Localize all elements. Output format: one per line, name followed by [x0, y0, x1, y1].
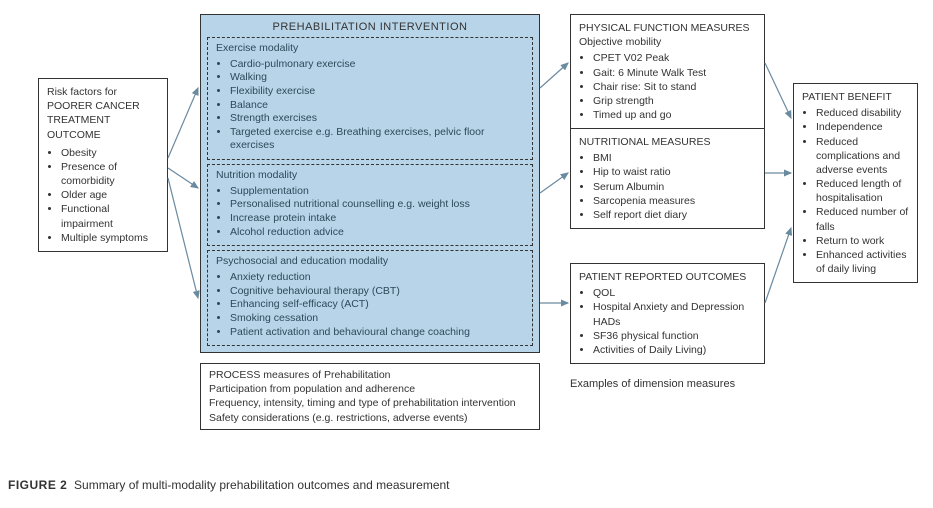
list-item: Older age — [61, 188, 159, 202]
list-item: Hospital Anxiety and Depression HADs — [593, 300, 756, 328]
benefit-title: PATIENT BENEFIT — [802, 90, 909, 104]
risk-list: Obesity Presence of comorbidity Older ag… — [47, 146, 159, 245]
list-item: Presence of comorbidity — [61, 160, 159, 188]
figure-number: FIGURE 2 — [8, 478, 67, 492]
list-item: Flexibility exercise — [230, 85, 524, 99]
list-item: SF36 physical function — [593, 329, 756, 343]
dimension-label: Examples of dimension measures — [570, 378, 735, 390]
list-item: BMI — [593, 151, 756, 165]
list-item: Reduced length of hospitalisation — [816, 177, 909, 205]
list-item: Cardio-pulmonary exercise — [230, 58, 524, 72]
list-item: Alcohol reduction advice — [230, 226, 524, 240]
list-item: Gait: 6 Minute Walk Test — [593, 66, 756, 80]
process-line: Participation from population and adhere… — [209, 382, 531, 396]
list-item: Supplementation — [230, 185, 524, 199]
list-item: Enhancing self-efficacy (ACT) — [230, 298, 524, 312]
process-title: PROCESS measures of Prehabilitation — [209, 368, 531, 382]
list-item: Balance — [230, 99, 524, 113]
nutrition-title: Nutrition modality — [216, 169, 524, 183]
pro-title: PATIENT REPORTED OUTCOMES — [579, 270, 756, 284]
list-item: Functional impairment — [61, 202, 159, 230]
list-item: Obesity — [61, 146, 159, 160]
process-line: Frequency, intensity, timing and type of… — [209, 396, 531, 410]
risk-factors-box: Risk factors for POORER CANCER TREATMENT… — [38, 78, 168, 252]
list-item: Targeted exercise e.g. Breathing exercis… — [230, 126, 524, 153]
figure-caption: FIGURE 2 Summary of multi-modality preha… — [8, 478, 925, 492]
nutritional-title: NUTRITIONAL MEASURES — [579, 135, 756, 149]
figure-text: Summary of multi-modality prehabilitatio… — [74, 478, 450, 492]
list-item: Timed up and go — [593, 108, 756, 122]
list-item: Cognitive behavioural therapy (CBT) — [230, 285, 524, 299]
list-item: Reduced complications and adverse events — [816, 135, 909, 178]
risk-title: Risk factors for POORER CANCER TREATMENT… — [47, 85, 159, 142]
list-item: CPET V02 Peak — [593, 51, 756, 65]
list-item: Chair rise: Sit to stand — [593, 80, 756, 94]
list-item: Anxiety reduction — [230, 271, 524, 285]
psych-title: Psychosocial and education modality — [216, 255, 524, 269]
list-item: Grip strength — [593, 94, 756, 108]
nutritional-measures-box: NUTRITIONAL MEASURES BMI Hip to waist ra… — [570, 128, 765, 229]
patient-benefit-box: PATIENT BENEFIT Reduced disability Indep… — [793, 83, 918, 283]
process-line: Safety considerations (e.g. restrictions… — [209, 411, 531, 425]
exercise-modality-box: Exercise modality Cardio-pulmonary exerc… — [207, 37, 533, 160]
patient-reported-outcomes-box: PATIENT REPORTED OUTCOMES QOL Hospital A… — [570, 263, 765, 364]
psychosocial-modality-box: Psychosocial and education modality Anxi… — [207, 250, 533, 346]
list-item: Smoking cessation — [230, 312, 524, 326]
physical-title: PHYSICAL FUNCTION MEASURES — [579, 21, 756, 35]
list-item: Enhanced activities of daily living — [816, 248, 909, 276]
list-item: Self report diet diary — [593, 208, 756, 222]
list-item: Sarcopenia measures — [593, 194, 756, 208]
nutrition-modality-box: Nutrition modality Supplementation Perso… — [207, 164, 533, 246]
list-item: Reduced disability — [816, 106, 909, 120]
list-item: Reduced number of falls — [816, 205, 909, 233]
list-item: Walking — [230, 71, 524, 85]
list-item: Serum Albumin — [593, 180, 756, 194]
list-item: Personalised nutritional counselling e.g… — [230, 198, 524, 212]
physical-subtitle: Objective mobility — [579, 35, 756, 49]
intervention-box: PREHABILITATION INTERVENTION Exercise mo… — [200, 14, 540, 353]
exercise-title: Exercise modality — [216, 42, 524, 56]
list-item: Return to work — [816, 234, 909, 248]
list-item: Multiple symptoms — [61, 231, 159, 245]
list-item: Increase protein intake — [230, 212, 524, 226]
list-item: QOL — [593, 286, 756, 300]
list-item: Strength exercises — [230, 112, 524, 126]
list-item: Patient activation and behavioural chang… — [230, 326, 524, 340]
list-item: Activities of Daily Living) — [593, 343, 756, 357]
list-item: Independence — [816, 120, 909, 134]
diagram-canvas: Risk factors for POORER CANCER TREATMENT… — [8, 8, 925, 468]
list-item: Hip to waist ratio — [593, 165, 756, 179]
intervention-title: PREHABILITATION INTERVENTION — [207, 21, 533, 33]
physical-measures-box: PHYSICAL FUNCTION MEASURES Objective mob… — [570, 14, 765, 129]
process-measures-box: PROCESS measures of Prehabilitation Part… — [200, 363, 540, 430]
